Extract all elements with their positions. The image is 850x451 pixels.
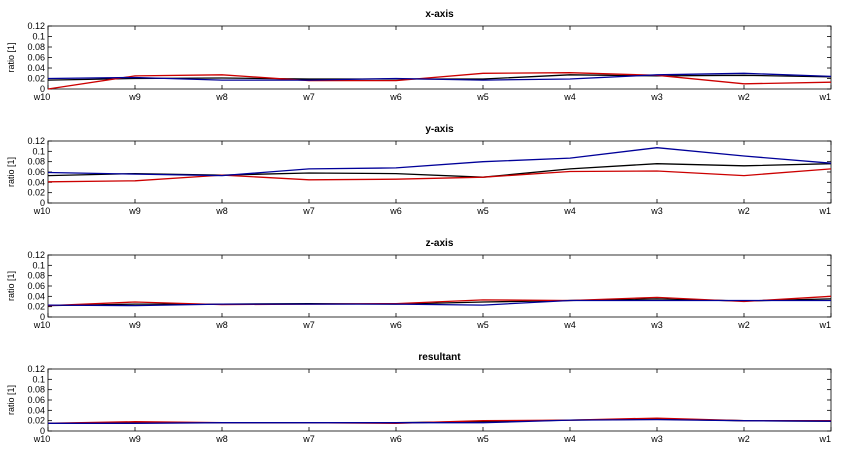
y-tick-label: 0.08 [27,385,45,395]
y-tick-label: 0 [40,426,45,436]
x-tick-label: w9 [128,206,141,216]
series-line-3 [47,147,832,177]
x-tick-label: w5 [476,206,489,216]
x-tick-label: w3 [650,434,663,444]
y-tick-label: 0.12 [27,250,45,260]
y-tick-label: 0.04 [27,291,45,301]
x-tick-label: w8 [215,206,228,216]
chart-panel-2: y-axis ratio [1] 00.020.040.060.080.10.12 w… [6,124,832,216]
x-tick-label: w2 [737,320,750,330]
x-tick-label: w8 [215,92,228,102]
plot-area-frame [47,140,832,204]
x-tick-label: w7 [302,320,315,330]
series-line-3 [47,299,831,307]
y-tick-label: 0.06 [27,395,45,405]
x-tick-label: w2 [737,434,750,444]
y-axis-label: ratio [1] [6,271,16,301]
chart-title: resultant [418,352,461,363]
x-tick-label: w8 [215,434,228,444]
x-tick-label: w1 [818,206,831,216]
y-tick-label: 0.12 [27,364,45,374]
y-tick-label: 0.02 [27,302,45,312]
x-tick-label: w6 [389,206,402,216]
y-tick-label: 0 [40,84,45,94]
y-tick-label: 0 [40,312,45,322]
x-tick-label: w4 [563,92,576,102]
chart-title: z-axis [426,238,454,249]
x-tick-label: w3 [650,206,663,216]
y-tick-label: 0.06 [27,167,45,177]
y-tick-label: 0.04 [27,177,45,187]
x-tick-label: w3 [650,320,663,330]
y-tick-label: 0.08 [27,271,45,281]
y-tick-label: 0.04 [27,405,45,415]
x-tick-label: w1 [818,92,831,102]
x-tick-label: w7 [302,206,315,216]
y-tick-label: 0.12 [27,21,45,31]
y-tick-label: 0.1 [32,260,45,270]
x-tick-label: w5 [476,92,489,102]
y-axis-label: ratio [1] [6,157,16,187]
x-tick-label: w4 [563,206,576,216]
y-tick-label: 0.02 [27,188,45,198]
y-tick-label: 0.02 [27,416,45,426]
x-tick-label: w10 [33,92,51,102]
x-tick-label: w8 [215,320,228,330]
chart-panel-4: resultant ratio [1] 00.020.040.060.080.10.… [6,352,832,444]
x-tick-label: w4 [563,320,576,330]
x-tick-label: w9 [128,320,141,330]
x-tick-label: w7 [302,434,315,444]
y-tick-label: 0.06 [27,281,45,291]
series-line-2 [47,72,832,90]
plot-area-frame [47,254,832,318]
y-tick-label: 0 [40,198,45,208]
y-tick-label: 0.04 [27,63,45,73]
series-line-3 [47,72,832,81]
y-tick-label: 0.1 [32,32,45,42]
x-tick-label: w10 [33,320,51,330]
y-tick-label: 0.12 [27,136,45,146]
x-tick-label: w6 [389,320,402,330]
y-tick-label: 0.02 [27,74,45,84]
x-tick-label: w2 [737,206,750,216]
y-tick-label: 0.08 [27,157,45,167]
x-tick-label: w6 [389,434,402,444]
x-tick-label: w5 [476,320,489,330]
chart-panel-3: z-axis ratio [1] 00.020.040.060.080.10.12 w… [6,238,832,330]
chart-title: x-axis [425,9,454,20]
chart-title: y-axis [425,124,454,135]
x-tick-label: w7 [302,92,315,102]
y-tick-label: 0.06 [27,53,45,63]
series-line-2 [47,168,832,183]
x-tick-label: w1 [818,434,831,444]
x-tick-label: w10 [33,206,51,216]
x-tick-label: w2 [737,92,750,102]
x-tick-label: w10 [33,434,51,444]
x-tick-label: w9 [128,92,141,102]
y-tick-label: 0.1 [32,146,45,156]
y-tick-label: 0.1 [32,374,45,384]
y-tick-label: 0.08 [27,42,45,52]
y-axis-label: ratio [1] [6,42,16,72]
series-line-2 [47,417,831,424]
x-tick-label: w1 [818,320,831,330]
chart-panel-1: x-axis ratio [1] 00.020.040.060.080.10.12 w… [6,9,832,102]
x-tick-label: w4 [563,434,576,444]
x-tick-label: w9 [128,434,141,444]
y-axis-label: ratio [1] [6,385,16,415]
series-line-2 [47,295,832,307]
series-line-3 [48,418,832,424]
x-tick-label: w5 [476,434,489,444]
x-tick-label: w3 [650,92,663,102]
x-tick-label: w6 [389,92,402,102]
